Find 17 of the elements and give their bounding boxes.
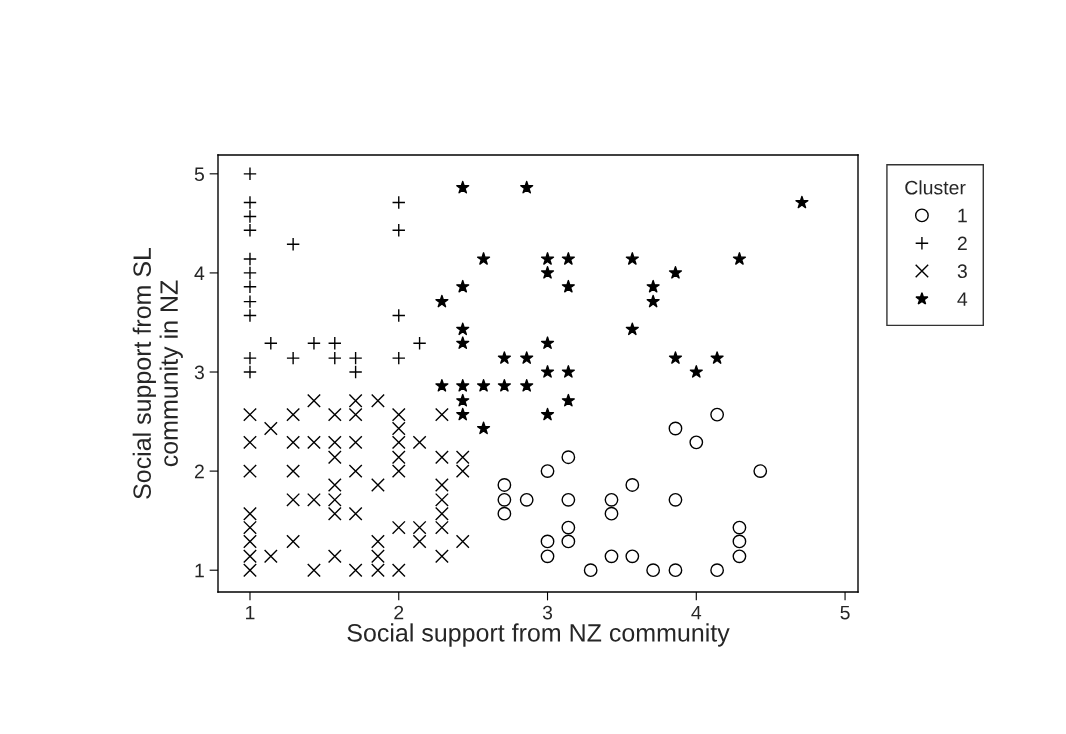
x-tick-label: 5 [840, 605, 850, 620]
legend-label: 3 [957, 264, 967, 279]
y-tick-label: 4 [194, 266, 205, 280]
y-tick-label: 3 [194, 365, 204, 380]
y-axis-title: Social support from SL community in NZ [132, 247, 183, 499]
y-tick-label: 2 [194, 464, 204, 479]
legend-title: Cluster [905, 180, 966, 195]
y-tick-label: 1 [195, 563, 204, 578]
x-axis-title: Social support from NZ community [347, 623, 730, 647]
x-tick-label: 2 [394, 605, 404, 620]
y-tick-label: 5 [194, 167, 204, 182]
x-tick-label: 3 [542, 605, 553, 620]
x-tick-label: 4 [691, 605, 702, 620]
legend-label: 1 [958, 208, 967, 223]
legend-label: 4 [957, 292, 968, 306]
legend-label: 2 [957, 236, 967, 251]
x-tick-label: 1 [246, 605, 255, 620]
